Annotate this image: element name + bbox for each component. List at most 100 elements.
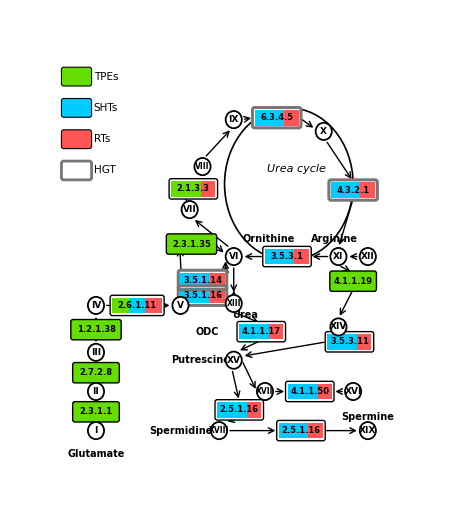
Text: VIII: VIII	[195, 162, 210, 171]
Bar	[293, 423, 308, 438]
Circle shape	[88, 383, 104, 400]
Text: V: V	[177, 301, 184, 310]
Text: ODC: ODC	[196, 327, 219, 337]
Text: 2.3.1.1: 2.3.1.1	[80, 407, 112, 417]
FancyBboxPatch shape	[166, 234, 217, 254]
Text: I: I	[94, 426, 98, 435]
Text: Arginine: Arginine	[311, 234, 358, 244]
Circle shape	[173, 297, 189, 314]
Bar	[112, 298, 129, 313]
Bar	[254, 324, 269, 339]
Text: 1.2.1.38: 1.2.1.38	[76, 325, 116, 334]
Text: VII: VII	[183, 205, 197, 214]
Text: 4.3.2.1: 4.3.2.1	[337, 185, 370, 195]
Text: XI: XI	[333, 252, 344, 261]
FancyBboxPatch shape	[277, 421, 325, 441]
Bar	[284, 110, 299, 125]
FancyBboxPatch shape	[71, 320, 121, 340]
Bar	[346, 182, 360, 198]
FancyBboxPatch shape	[62, 99, 91, 117]
Text: XVI: XVI	[345, 387, 362, 396]
FancyBboxPatch shape	[62, 67, 91, 86]
Bar	[171, 181, 186, 197]
Text: XII: XII	[361, 252, 375, 261]
Bar	[181, 273, 195, 288]
Circle shape	[226, 111, 242, 128]
Text: TPEs: TPEs	[94, 72, 118, 82]
Text: RTs: RTs	[94, 134, 110, 144]
Bar	[288, 384, 302, 399]
FancyBboxPatch shape	[325, 332, 374, 352]
Text: X: X	[320, 127, 327, 136]
Text: XVIII: XVIII	[209, 426, 229, 435]
FancyBboxPatch shape	[178, 286, 227, 305]
Bar	[186, 181, 201, 197]
Text: 2.5.1.16: 2.5.1.16	[219, 405, 259, 415]
FancyBboxPatch shape	[73, 363, 119, 383]
Bar	[279, 423, 293, 438]
Circle shape	[360, 422, 376, 439]
Text: Spermine: Spermine	[341, 412, 394, 422]
Bar	[239, 324, 254, 339]
FancyBboxPatch shape	[263, 246, 311, 267]
Text: 3.5.1.16: 3.5.1.16	[183, 291, 222, 300]
Circle shape	[226, 352, 242, 369]
FancyBboxPatch shape	[62, 161, 91, 180]
Bar	[360, 182, 375, 198]
Text: 2.1.3.3: 2.1.3.3	[177, 184, 210, 194]
Text: 3.5.3.1: 3.5.3.1	[271, 252, 303, 261]
Bar	[331, 182, 346, 198]
Text: IV: IV	[91, 301, 101, 310]
Text: Urea: Urea	[232, 310, 258, 320]
FancyBboxPatch shape	[329, 180, 377, 200]
Bar	[280, 249, 294, 264]
Bar	[302, 384, 317, 399]
Text: 6.3.4.5: 6.3.4.5	[260, 113, 293, 122]
FancyBboxPatch shape	[237, 322, 285, 342]
Text: Putrescine: Putrescine	[171, 355, 230, 365]
Text: 2.6.1.11: 2.6.1.11	[118, 301, 157, 310]
Text: Urea cycle: Urea cycle	[267, 164, 326, 174]
Circle shape	[182, 201, 198, 218]
FancyBboxPatch shape	[285, 382, 334, 402]
Bar	[246, 402, 261, 418]
FancyBboxPatch shape	[169, 179, 218, 199]
Bar	[181, 288, 195, 303]
Circle shape	[330, 319, 346, 336]
Text: 3.5.3.11: 3.5.3.11	[330, 337, 369, 346]
Text: IX: IX	[228, 115, 239, 124]
Bar	[328, 334, 342, 350]
FancyBboxPatch shape	[253, 108, 301, 128]
Text: 4.1.1.19: 4.1.1.19	[334, 277, 373, 285]
Text: HGT: HGT	[94, 166, 116, 175]
Text: XVII: XVII	[256, 387, 273, 396]
Circle shape	[88, 344, 104, 361]
Text: XIV: XIV	[330, 323, 347, 331]
Text: 3.5.1.14: 3.5.1.14	[183, 275, 222, 284]
Bar	[265, 249, 280, 264]
Bar	[146, 298, 162, 313]
Bar	[317, 384, 332, 399]
Text: 2.5.1.16: 2.5.1.16	[282, 426, 320, 435]
Text: II: II	[92, 387, 100, 396]
Text: Ornithine: Ornithine	[242, 234, 294, 244]
Text: 2.3.1.35: 2.3.1.35	[172, 240, 211, 248]
FancyBboxPatch shape	[330, 271, 376, 292]
Bar	[217, 402, 232, 418]
Circle shape	[257, 383, 273, 400]
FancyBboxPatch shape	[215, 400, 264, 420]
Text: XIII: XIII	[227, 299, 241, 308]
Bar	[195, 288, 210, 303]
Bar	[308, 423, 323, 438]
Circle shape	[316, 123, 332, 140]
Text: 4.1.1.17: 4.1.1.17	[242, 327, 281, 336]
Circle shape	[211, 422, 227, 439]
Text: XIX: XIX	[359, 426, 376, 435]
Text: 4.1.1.50: 4.1.1.50	[290, 387, 329, 396]
Circle shape	[88, 297, 104, 314]
Bar	[294, 249, 309, 264]
FancyBboxPatch shape	[110, 295, 164, 315]
FancyBboxPatch shape	[178, 270, 227, 290]
Circle shape	[360, 248, 376, 265]
Bar	[210, 288, 225, 303]
